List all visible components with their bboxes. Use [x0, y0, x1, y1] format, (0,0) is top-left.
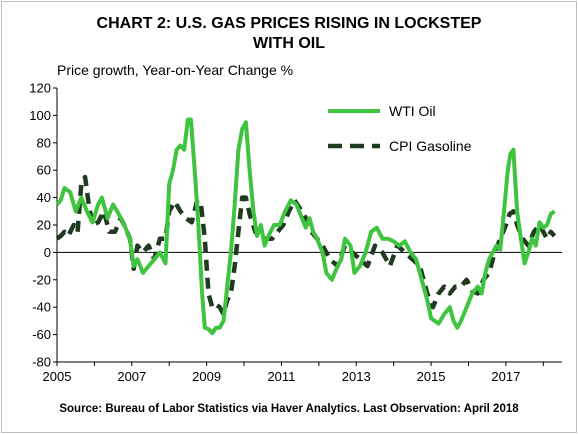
y-tick-label: 40 — [37, 190, 51, 205]
y-tick-label: 20 — [37, 218, 51, 233]
y-tick-label: 100 — [29, 108, 51, 123]
y-tick-label: 60 — [37, 163, 51, 178]
chart-title-line2: WITH OIL — [253, 35, 325, 52]
x-tick-label: 2015 — [417, 369, 446, 384]
x-tick-label: 2009 — [192, 369, 221, 384]
y-tick-label: -60 — [32, 327, 51, 342]
legend-cpi-gasoline-label: CPI Gasoline — [389, 138, 472, 154]
y-tick-label: 0 — [44, 245, 51, 260]
y-tick-label: -20 — [32, 272, 51, 287]
y-tick-label: -80 — [32, 355, 51, 370]
y-tick-label: 120 — [29, 81, 51, 96]
x-tick-label: 2011 — [267, 369, 295, 384]
legend-wti-oil-label: WTI Oil — [389, 103, 436, 119]
y-tick-label: 80 — [37, 135, 51, 150]
chart-series-group — [55, 117, 557, 336]
y-tick-label: -40 — [32, 300, 51, 315]
chart-title-line1: CHART 2: U.S. GAS PRICES RISING IN LOCKS… — [96, 15, 482, 32]
chart-legend: WTI Oil CPI Gasoline — [328, 103, 472, 154]
x-tick-label: 2013 — [342, 369, 371, 384]
x-tick-label: 2017 — [491, 369, 520, 384]
series-line-wti-oil — [55, 117, 556, 336]
x-tick-label: 2007 — [117, 369, 146, 384]
source-note: Source: Bureau of Labor Statistics via H… — [59, 403, 519, 415]
chart-title: CHART 2: U.S. GAS PRICES RISING IN LOCKS… — [0, 14, 578, 54]
y-axis-label: Price growth, Year-on-Year Change % — [57, 62, 294, 78]
x-tick-label: 2005 — [43, 369, 72, 384]
